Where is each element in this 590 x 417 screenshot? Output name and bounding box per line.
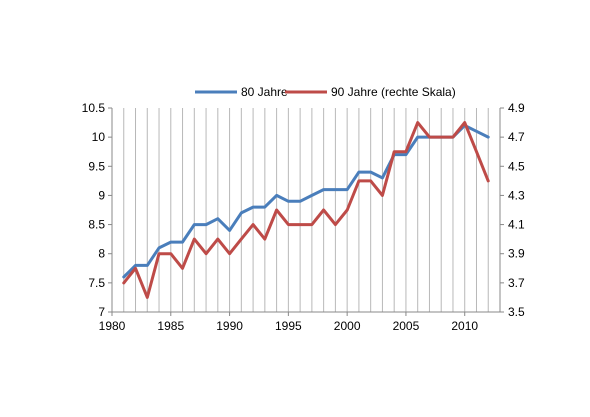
left-tick-label: 10.5 — [82, 101, 106, 115]
left-tick-label: 8 — [98, 247, 105, 261]
left-tick-label: 9 — [98, 188, 105, 202]
vertical-grid — [111, 108, 501, 312]
x-tick-label: 2000 — [334, 319, 361, 333]
right-tick-label: 4.9 — [508, 101, 525, 115]
right-tick-label: 3.5 — [508, 305, 525, 319]
x-tick-label: 1990 — [216, 319, 243, 333]
series-line-1 — [122, 124, 490, 279]
legend: 80 Jahre 90 Jahre (rechte Skala) — [195, 85, 456, 99]
x-tick-label: 2005 — [393, 319, 420, 333]
right-tick-label: 3.7 — [508, 276, 525, 290]
left-tick-label: 9.5 — [88, 159, 105, 173]
right-tick-label: 4.3 — [508, 188, 525, 202]
left-tick-label: 7.5 — [88, 276, 105, 290]
right-tick-label: 4.1 — [508, 218, 525, 232]
right-tick-label: 3.9 — [508, 247, 525, 261]
series-line-2 — [122, 121, 490, 299]
x-tick-label: 1980 — [99, 319, 126, 333]
left-tick-label: 10 — [92, 130, 106, 144]
right-tick-label: 4.5 — [508, 159, 525, 173]
x-tick-label: 1985 — [157, 319, 184, 333]
left-tick-label: 8.5 — [88, 218, 105, 232]
x-tick-label: 2010 — [451, 319, 478, 333]
x-tick-label: 1995 — [275, 319, 302, 333]
legend-label-1: 80 Jahre — [241, 85, 288, 99]
series-lines — [122, 121, 490, 299]
axes: 7 7.5 8 8.5 9 9.5 10 10.5 3.5 3.7 3.9 4.1 4.3 4.5 4.7 4… — [82, 101, 525, 333]
right-tick-label: 4.7 — [508, 130, 525, 144]
left-tick-label: 7 — [98, 305, 105, 319]
legend-label-2: 90 Jahre (rechte Skala) — [331, 85, 456, 99]
